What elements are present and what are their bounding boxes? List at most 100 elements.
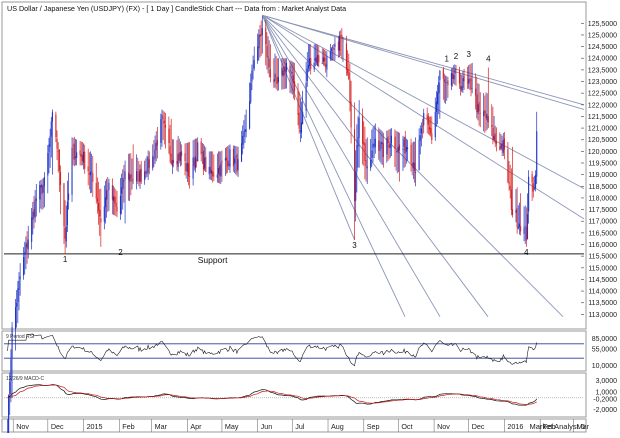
candle-body	[153, 158, 155, 160]
rsi-panel-frame	[1, 330, 587, 372]
candle-body	[213, 175, 215, 177]
candle	[518, 202, 520, 235]
candle-body	[518, 223, 520, 228]
candle-body	[84, 151, 86, 169]
candle	[390, 128, 392, 157]
candle	[451, 67, 454, 87]
candle-body	[24, 252, 26, 255]
candle-body	[172, 160, 175, 163]
candle	[374, 123, 376, 154]
candle-body	[350, 101, 352, 128]
candle-body	[72, 145, 74, 147]
candle-body	[63, 183, 65, 227]
candle	[435, 91, 437, 127]
candle-body	[515, 210, 517, 213]
candle-body	[349, 79, 351, 103]
candle	[309, 44, 311, 72]
candle	[47, 145, 49, 194]
candle	[35, 183, 37, 217]
candle-body	[487, 116, 489, 123]
candle	[427, 113, 429, 135]
candle	[116, 190, 118, 218]
candle	[242, 125, 244, 155]
candle	[302, 90, 304, 125]
macd-label: 12/26/9 MACD-C	[6, 376, 44, 382]
candle-body	[484, 110, 486, 114]
candle-body	[411, 163, 413, 166]
candle	[493, 116, 495, 142]
candle-body	[404, 136, 406, 154]
candle	[245, 109, 247, 138]
candle	[508, 161, 510, 191]
candle-body	[299, 130, 301, 132]
candle	[479, 92, 481, 128]
candle-body	[468, 78, 470, 84]
candle-body	[423, 112, 425, 126]
candle	[95, 163, 97, 204]
date-tick-label: Mar	[577, 422, 590, 431]
candle	[146, 156, 148, 177]
candle	[516, 187, 518, 234]
candle-body	[217, 168, 220, 174]
candle	[378, 127, 380, 160]
candle	[387, 130, 389, 162]
candle	[306, 51, 308, 87]
candle-body	[305, 82, 307, 111]
candle-body	[454, 68, 456, 74]
candle-body	[260, 34, 262, 37]
candle-body	[533, 187, 535, 189]
candle-body	[289, 65, 291, 72]
candle-body	[251, 70, 253, 83]
candle-body	[273, 79, 275, 83]
candle-body	[268, 58, 270, 68]
candle	[32, 201, 34, 235]
price-tick-label: 119,5000	[588, 161, 617, 168]
price-tick-label: 117,5000	[588, 207, 617, 214]
candle	[79, 141, 81, 166]
candle	[115, 189, 117, 216]
candle	[55, 111, 57, 143]
candle	[477, 83, 479, 121]
candle-body	[495, 140, 497, 145]
candle-body	[485, 113, 487, 119]
candle	[243, 120, 245, 149]
candle-body	[58, 149, 60, 171]
candle-body	[216, 174, 218, 178]
candle	[297, 83, 299, 126]
candle-body	[25, 243, 27, 253]
candle	[411, 142, 413, 176]
candle	[123, 165, 125, 203]
candle-body	[322, 57, 324, 62]
candle-body	[318, 55, 320, 63]
candle-body	[362, 115, 364, 144]
candle	[292, 62, 294, 99]
candle	[106, 178, 108, 218]
candle-body	[236, 153, 238, 172]
candle-body	[49, 136, 51, 147]
candle	[181, 144, 183, 166]
candle	[475, 73, 477, 110]
candle	[220, 151, 222, 184]
fan-line	[261, 14, 441, 317]
price-tick-label: 123,0000	[588, 79, 617, 86]
candle-body	[266, 45, 268, 57]
candle-body	[107, 190, 109, 191]
candle-body	[193, 158, 195, 167]
candle-body	[211, 170, 213, 174]
date-tick-label: Oct	[401, 422, 412, 431]
candle	[285, 58, 288, 89]
candle	[187, 142, 190, 186]
candle-body	[386, 138, 388, 155]
candle-body	[59, 172, 62, 185]
candle	[523, 206, 525, 242]
price-tick-label: 123,5000	[588, 67, 617, 74]
candle-body	[140, 168, 142, 182]
candle-body	[536, 131, 538, 177]
candle	[119, 177, 122, 220]
candle	[396, 131, 398, 174]
candle-body	[130, 174, 132, 179]
candle	[251, 64, 253, 91]
candle-body	[437, 92, 439, 105]
fan-line	[262, 14, 585, 220]
candle	[326, 51, 328, 78]
